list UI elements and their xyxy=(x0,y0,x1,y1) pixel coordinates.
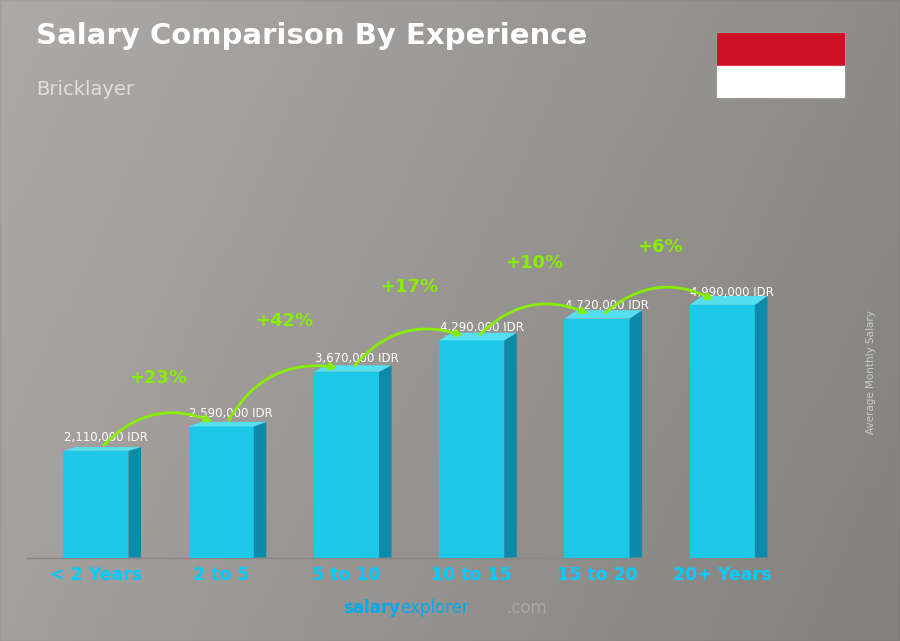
Text: Average Monthly Salary: Average Monthly Salary xyxy=(866,310,877,434)
Polygon shape xyxy=(564,310,642,319)
Polygon shape xyxy=(129,447,141,558)
Polygon shape xyxy=(254,422,266,558)
Text: +23%: +23% xyxy=(130,369,187,387)
Polygon shape xyxy=(439,333,517,340)
Text: +17%: +17% xyxy=(380,278,438,296)
Polygon shape xyxy=(689,296,768,305)
Polygon shape xyxy=(314,365,392,372)
Polygon shape xyxy=(504,333,517,558)
Text: 4,990,000 IDR: 4,990,000 IDR xyxy=(690,285,774,299)
Polygon shape xyxy=(189,426,254,558)
Text: salary: salary xyxy=(344,599,400,617)
Bar xyxy=(716,32,846,66)
Text: +6%: +6% xyxy=(637,238,682,256)
Text: 4,720,000 IDR: 4,720,000 IDR xyxy=(565,299,649,312)
Polygon shape xyxy=(689,305,755,558)
Text: 2,110,000 IDR: 2,110,000 IDR xyxy=(64,431,148,444)
Text: Salary Comparison By Experience: Salary Comparison By Experience xyxy=(36,22,587,51)
Polygon shape xyxy=(379,365,392,558)
Polygon shape xyxy=(439,340,504,558)
Text: 2,590,000 IDR: 2,590,000 IDR xyxy=(189,407,273,420)
Polygon shape xyxy=(314,372,379,558)
Text: .com: .com xyxy=(506,599,546,617)
Text: 3,670,000 IDR: 3,670,000 IDR xyxy=(315,353,399,365)
Text: 4,290,000 IDR: 4,290,000 IDR xyxy=(440,321,524,334)
Text: +10%: +10% xyxy=(505,254,563,272)
Polygon shape xyxy=(630,310,642,558)
Polygon shape xyxy=(63,451,129,558)
Polygon shape xyxy=(63,447,141,451)
Text: explorer: explorer xyxy=(400,599,469,617)
Polygon shape xyxy=(189,422,266,426)
Polygon shape xyxy=(564,319,630,558)
Text: +42%: +42% xyxy=(255,312,313,330)
Polygon shape xyxy=(755,296,768,558)
Bar xyxy=(716,66,846,99)
Text: Bricklayer: Bricklayer xyxy=(36,80,134,99)
